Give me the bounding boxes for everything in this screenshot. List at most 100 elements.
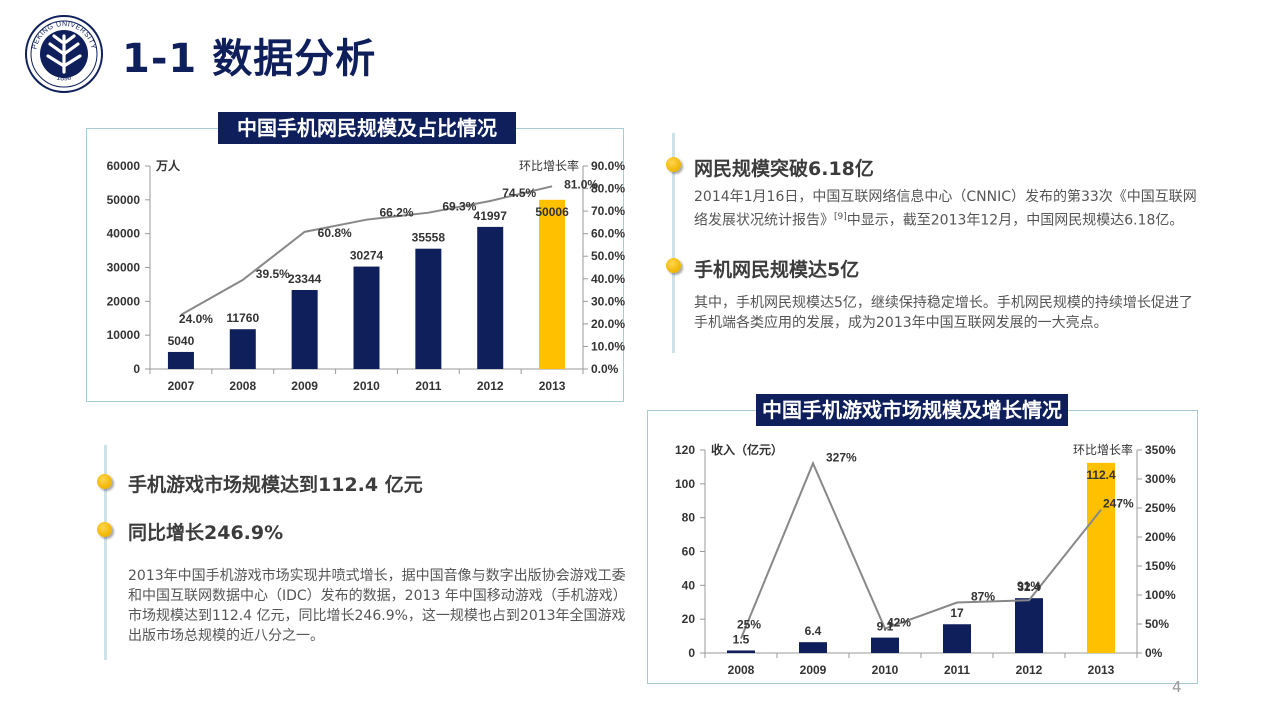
x-tick-label: 2012 (1016, 663, 1043, 677)
x-tick-label: 2013 (1088, 663, 1115, 677)
y2-tick-label: 150% (1145, 559, 1176, 573)
y-axis-title: 收入（亿元） (711, 442, 783, 457)
bar-value-label: 1.5 (733, 632, 750, 646)
y-tick-label: 100 (675, 477, 695, 491)
y2-tick-label: 70.0% (591, 204, 625, 218)
bar (727, 650, 755, 653)
bar (799, 642, 827, 653)
x-tick-label: 2011 (944, 663, 970, 677)
page-title: 1-1 数据分析 (122, 36, 377, 82)
x-tick-label: 2011 (415, 379, 441, 393)
bar (415, 248, 442, 369)
x-tick-label: 2009 (291, 379, 318, 393)
bar (477, 226, 504, 369)
bar (539, 199, 566, 369)
line-value-label: 247% (1103, 497, 1134, 511)
y-tick-label: 50000 (107, 193, 141, 207)
line-value-label: 24.0% (179, 312, 213, 326)
y-tick-label: 30000 (107, 261, 141, 275)
x-tick-label: 2013 (539, 379, 566, 393)
bar (167, 351, 194, 369)
y-tick-label: 10000 (107, 328, 141, 342)
y-tick-label: 120 (675, 443, 695, 457)
bar-value-label: 9.1 (877, 620, 894, 634)
section-heading-mobile-netizens: 手机网民规模达5亿 (694, 259, 860, 281)
y2-tick-label: 30.0% (591, 294, 625, 308)
y-tick-label: 0 (133, 362, 140, 376)
y-tick-label: 0 (688, 646, 695, 660)
y2-tick-label: 10.0% (591, 339, 625, 353)
bar-value-label: 11760 (226, 311, 259, 325)
x-tick-label: 2010 (353, 379, 380, 393)
bullet-dot-icon (666, 157, 681, 172)
y2-tick-label: 0.0% (591, 362, 619, 376)
x-tick-label: 2009 (800, 663, 827, 677)
section-paragraph-netizens: 2014年1月16日，中国互联网络信息中心（CNNIC）发布的第33次《中国互联… (694, 189, 1197, 229)
x-tick-label: 2010 (872, 663, 899, 677)
section-heading-netizens: 网民规模突破6.18亿 (694, 158, 874, 180)
svg-text:1898: 1898 (56, 74, 72, 82)
section-heading-game-market: 手机游戏市场规模达到112.4 亿元 (128, 474, 423, 496)
y2-tick-label: 300% (1145, 472, 1176, 486)
y2-tick-label: 80.0% (591, 182, 625, 196)
bar (353, 266, 380, 369)
line-value-label: 42% (887, 616, 911, 630)
y-tick-label: 60000 (107, 159, 141, 173)
y-tick-label: 80 (682, 511, 696, 525)
chart2-title: 中国手机游戏市场规模及增长情况 (756, 394, 1068, 426)
x-tick-label: 2008 (728, 663, 755, 677)
bullet-dot-icon (97, 474, 112, 489)
timeline-line-left (104, 445, 107, 660)
line-value-label: 60.8% (318, 226, 352, 240)
line-value-label: 81.0% (564, 177, 598, 191)
y2-tick-label: 40.0% (591, 272, 625, 286)
bar (1087, 462, 1115, 653)
line-value-label: 66.2% (380, 206, 414, 220)
bullet-dot-icon (97, 522, 112, 537)
y2-tick-label: 200% (1145, 530, 1176, 544)
y-tick-label: 40 (682, 578, 696, 592)
y2-tick-label: 50.0% (591, 249, 625, 263)
line-value-label: 25% (737, 618, 761, 632)
growth-line (180, 185, 553, 316)
bar (229, 329, 256, 369)
y2-axis-title: 环比增长率 (1073, 442, 1133, 457)
y-tick-label: 60 (682, 545, 696, 559)
line-value-label: 39.5% (256, 267, 290, 281)
bar-value-label: 30274 (350, 249, 384, 263)
citation-ref: [9] (834, 212, 847, 222)
y2-tick-label: 60.0% (591, 227, 625, 241)
timeline-line-right (672, 133, 675, 353)
x-tick-label: 2012 (477, 379, 504, 393)
bar-value-label: 6.4 (805, 624, 822, 638)
section-paragraph-mobile-netizens: 其中，手机网民规模达5亿，继续保持稳定增长。手机网民规模的持续增长促进了手机端各… (694, 295, 1193, 331)
bullet-dot-icon (666, 258, 681, 273)
y2-tick-label: 20.0% (591, 317, 625, 331)
y-tick-label: 20000 (107, 294, 141, 308)
bar-value-label: 32.4 (1017, 580, 1041, 594)
bar-value-label: 17 (950, 606, 964, 620)
y-tick-label: 20 (682, 612, 696, 626)
line-value-label: 74.5% (502, 186, 536, 200)
bar (291, 290, 318, 369)
y2-tick-label: 100% (1145, 588, 1176, 602)
section-paragraph-game-market: 2013年中国手机游戏市场实现井喷式增长，据中国音像与数字出版协会游戏工委和中国… (128, 568, 627, 644)
line-value-label: 69.3% (442, 200, 476, 214)
y2-tick-label: 350% (1145, 443, 1176, 457)
y2-axis-title: 环比增长率 (519, 158, 579, 173)
y2-tick-label: 90.0% (591, 159, 625, 173)
y2-tick-label: 0% (1145, 646, 1163, 660)
bar (943, 624, 971, 653)
x-tick-label: 2008 (229, 379, 256, 393)
bar (871, 637, 899, 653)
y2-tick-label: 250% (1145, 501, 1176, 515)
bar-value-label: 41997 (474, 209, 508, 223)
bar-value-label: 23344 (288, 272, 322, 286)
bar-value-label: 112.4 (1086, 468, 1116, 482)
x-tick-label: 2007 (168, 379, 195, 393)
line-value-label: 91% (1017, 579, 1041, 593)
bar-value-label: 35558 (412, 231, 446, 245)
y-axis-title: 万人 (155, 158, 181, 173)
